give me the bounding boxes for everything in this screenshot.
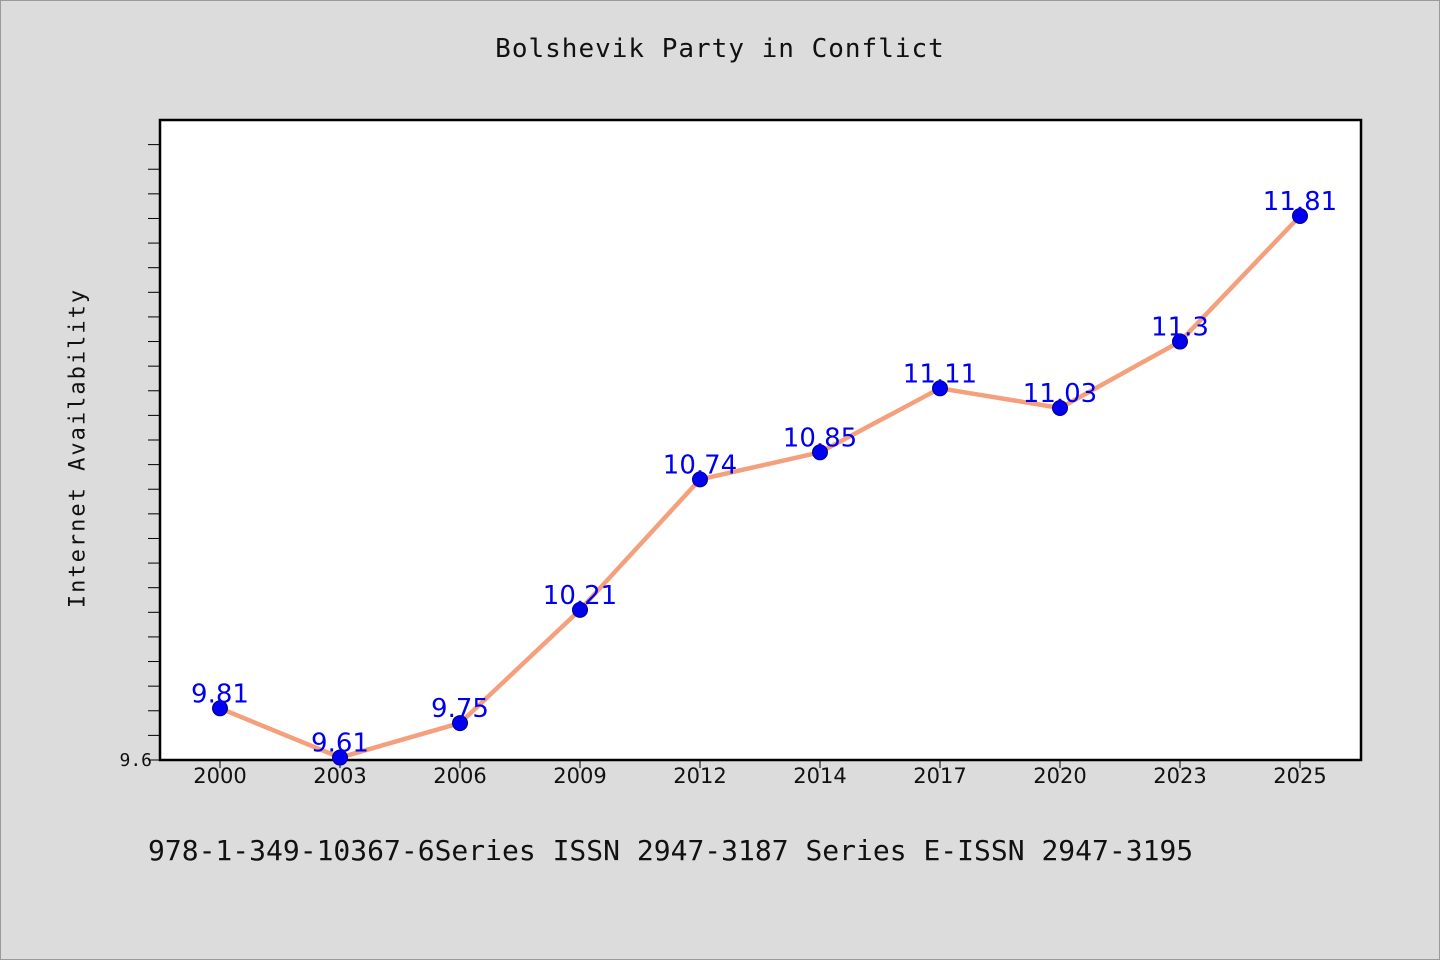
data-point xyxy=(332,749,348,766)
x-tick-label: 2009 xyxy=(553,764,606,788)
series-line xyxy=(219,214,1302,760)
footer-isbn-text: 978-1-349-10367-6Series ISSN 2947-3187 S… xyxy=(148,834,1194,867)
y-tick-label: 9.6 xyxy=(119,750,152,771)
data-point xyxy=(932,380,948,397)
x-tick-labels: 2000 2003 2006 2009 2012 2014 2017 2020 2023 2025 xyxy=(193,764,1326,788)
data-point xyxy=(1052,400,1068,416)
data-point xyxy=(1172,333,1188,350)
plot-area xyxy=(158,118,1363,762)
data-point xyxy=(212,700,228,717)
data-label: 9.81 xyxy=(191,679,249,709)
x-tick-label: 2017 xyxy=(913,764,966,788)
chart-title: Bolshevik Party in Conflict xyxy=(495,34,945,64)
data-label: 11.03 xyxy=(1023,379,1097,409)
x-tick-label: 2006 xyxy=(433,764,486,788)
x-tick-label: 2003 xyxy=(313,764,366,788)
data-label-group: 9.81 9.61 9.75 10.21 10.74 10.85 11.11 11.03 11.… xyxy=(191,187,1337,759)
y-tick-labels: 9.6 xyxy=(119,750,152,771)
x-tick-label: 2025 xyxy=(1273,764,1326,788)
data-point xyxy=(1292,208,1308,224)
data-label: 10.85 xyxy=(783,423,857,453)
x-tick-label: 2000 xyxy=(193,764,246,788)
data-label: 10.74 xyxy=(663,450,737,480)
data-point xyxy=(692,471,708,488)
x-tick-label: 2012 xyxy=(673,764,726,788)
x-tick-label: 2020 xyxy=(1033,764,1086,788)
series-line-group xyxy=(219,214,1302,760)
data-point xyxy=(452,715,468,732)
x-tick-label: 2014 xyxy=(793,764,846,788)
x-tick-label: 2023 xyxy=(1153,764,1206,788)
axis-ticks xyxy=(148,144,1301,768)
data-label: 11.11 xyxy=(903,359,977,389)
data-label: 11.3 xyxy=(1151,313,1209,343)
data-label: 9.75 xyxy=(431,694,489,724)
data-point xyxy=(572,601,588,618)
data-label: 9.61 xyxy=(311,729,369,759)
data-point xyxy=(812,444,828,461)
data-label: 10.21 xyxy=(543,581,617,611)
marker-group xyxy=(212,208,1308,766)
data-label: 11.81 xyxy=(1263,187,1337,217)
